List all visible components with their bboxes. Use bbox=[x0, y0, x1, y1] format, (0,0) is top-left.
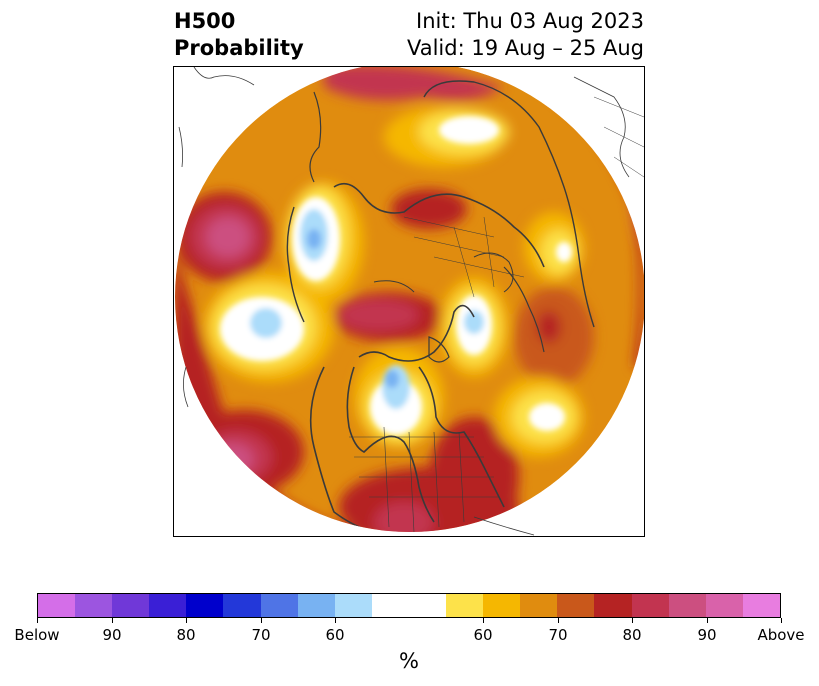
colorbar-below-segment-6 bbox=[223, 594, 261, 617]
map-title-variable: H500 Probability bbox=[174, 8, 304, 62]
title-variable-line: H500 bbox=[174, 9, 236, 33]
title-type-line: Probability bbox=[174, 36, 304, 60]
colorbar-tick-mark bbox=[781, 618, 782, 623]
map-title-dates: Init: Thu 03 Aug 2023 Valid: 19 Aug – 25… bbox=[407, 8, 644, 62]
colorbar-above-segment-6 bbox=[631, 594, 669, 617]
colorbar-below-segment-3 bbox=[112, 594, 150, 617]
colorbar-tick-mark bbox=[186, 618, 187, 623]
colorbar-above-segment-2 bbox=[483, 594, 521, 617]
colorbar-above-segment-7 bbox=[668, 594, 706, 617]
colorbar-label: % bbox=[399, 649, 419, 673]
colorbar-above-segment-3 bbox=[520, 594, 558, 617]
colorbar-below-segment-2 bbox=[75, 594, 113, 617]
colorbar-tick-mark bbox=[335, 618, 336, 623]
colorbar-tick-label: 80 bbox=[176, 626, 196, 644]
colorbar-tick-label: Below bbox=[14, 626, 60, 644]
colorbar-below-segment-8 bbox=[297, 594, 335, 617]
colorbar bbox=[37, 593, 781, 618]
colorbar-tick-label: 90 bbox=[697, 626, 717, 644]
colorbar-above-segment-8 bbox=[705, 594, 743, 617]
polar-map bbox=[173, 66, 645, 537]
colorbar-tick-mark bbox=[558, 618, 559, 623]
probability-map-svg bbox=[175, 67, 644, 536]
colorbar-tick-mark bbox=[112, 618, 113, 623]
colorbar-neutral-segment bbox=[371, 594, 447, 617]
colorbar-tick-label: 60 bbox=[325, 626, 345, 644]
colorbar-tick-mark bbox=[483, 618, 484, 623]
colorbar-below-segment-5 bbox=[186, 594, 224, 617]
colorbar-above-segment-9 bbox=[742, 594, 780, 617]
coastlines bbox=[286, 80, 605, 532]
colorbar-tick-label: 70 bbox=[548, 626, 568, 644]
title-init-line: Init: Thu 03 Aug 2023 bbox=[416, 9, 644, 33]
probability-fill bbox=[175, 67, 644, 532]
colorbar-tick-mark bbox=[707, 618, 708, 623]
colorbar-tick-label: 90 bbox=[102, 626, 122, 644]
title-valid-line: Valid: 19 Aug – 25 Aug bbox=[406, 36, 644, 60]
colorbar-tick-label: Above bbox=[757, 626, 805, 644]
outside-coastlines bbox=[178, 67, 644, 536]
colorbar-above-segment-5 bbox=[594, 594, 632, 617]
colorbar-tick-label: 80 bbox=[622, 626, 642, 644]
colorbar-tick-label: 70 bbox=[251, 626, 271, 644]
colorbar-below-segment-1 bbox=[38, 594, 76, 617]
colorbar-tick-label: 60 bbox=[473, 626, 493, 644]
colorbar-above-segment-4 bbox=[557, 594, 595, 617]
colorbar-tick-mark bbox=[37, 618, 38, 623]
colorbar-below-segment-7 bbox=[260, 594, 298, 617]
colorbar-tick-mark bbox=[632, 618, 633, 623]
colorbar-below-segment-9 bbox=[334, 594, 372, 617]
colorbar-below-segment-4 bbox=[149, 594, 187, 617]
colorbar-above-segment-1 bbox=[446, 594, 484, 617]
colorbar-tick-mark bbox=[261, 618, 262, 623]
